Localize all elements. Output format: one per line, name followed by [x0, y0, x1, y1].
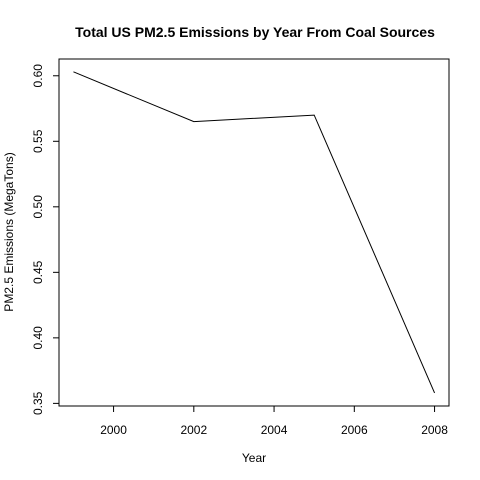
x-tick-label: 2004 — [261, 423, 288, 437]
y-tick-label: 0.50 — [31, 195, 45, 219]
chart-title: Total US PM2.5 Emissions by Year From Co… — [75, 24, 435, 40]
plot-frame — [58, 58, 450, 407]
y-tick-label: 0.60 — [31, 64, 45, 88]
x-axis-label: Year — [242, 451, 266, 465]
y-axis-label: PM2.5 Emissions (MegaTons) — [2, 152, 16, 311]
y-tick-label: 0.55 — [31, 129, 45, 153]
y-tick-label: 0.40 — [31, 326, 45, 350]
x-tick-label: 2008 — [421, 423, 448, 437]
x-tick-label: 2002 — [180, 423, 207, 437]
x-tick-label: 2006 — [341, 423, 368, 437]
y-tick-label: 0.45 — [31, 260, 45, 284]
x-axis: 2000 2002 2004 2006 2008 — [100, 405, 448, 437]
y-axis: 0.35 0.40 0.45 0.50 0.55 0.60 — [31, 64, 60, 415]
y-tick-label: 0.35 — [31, 391, 45, 415]
series-group — [73, 71, 436, 394]
series-line — [73, 71, 436, 394]
x-tick-label: 2000 — [100, 423, 127, 437]
